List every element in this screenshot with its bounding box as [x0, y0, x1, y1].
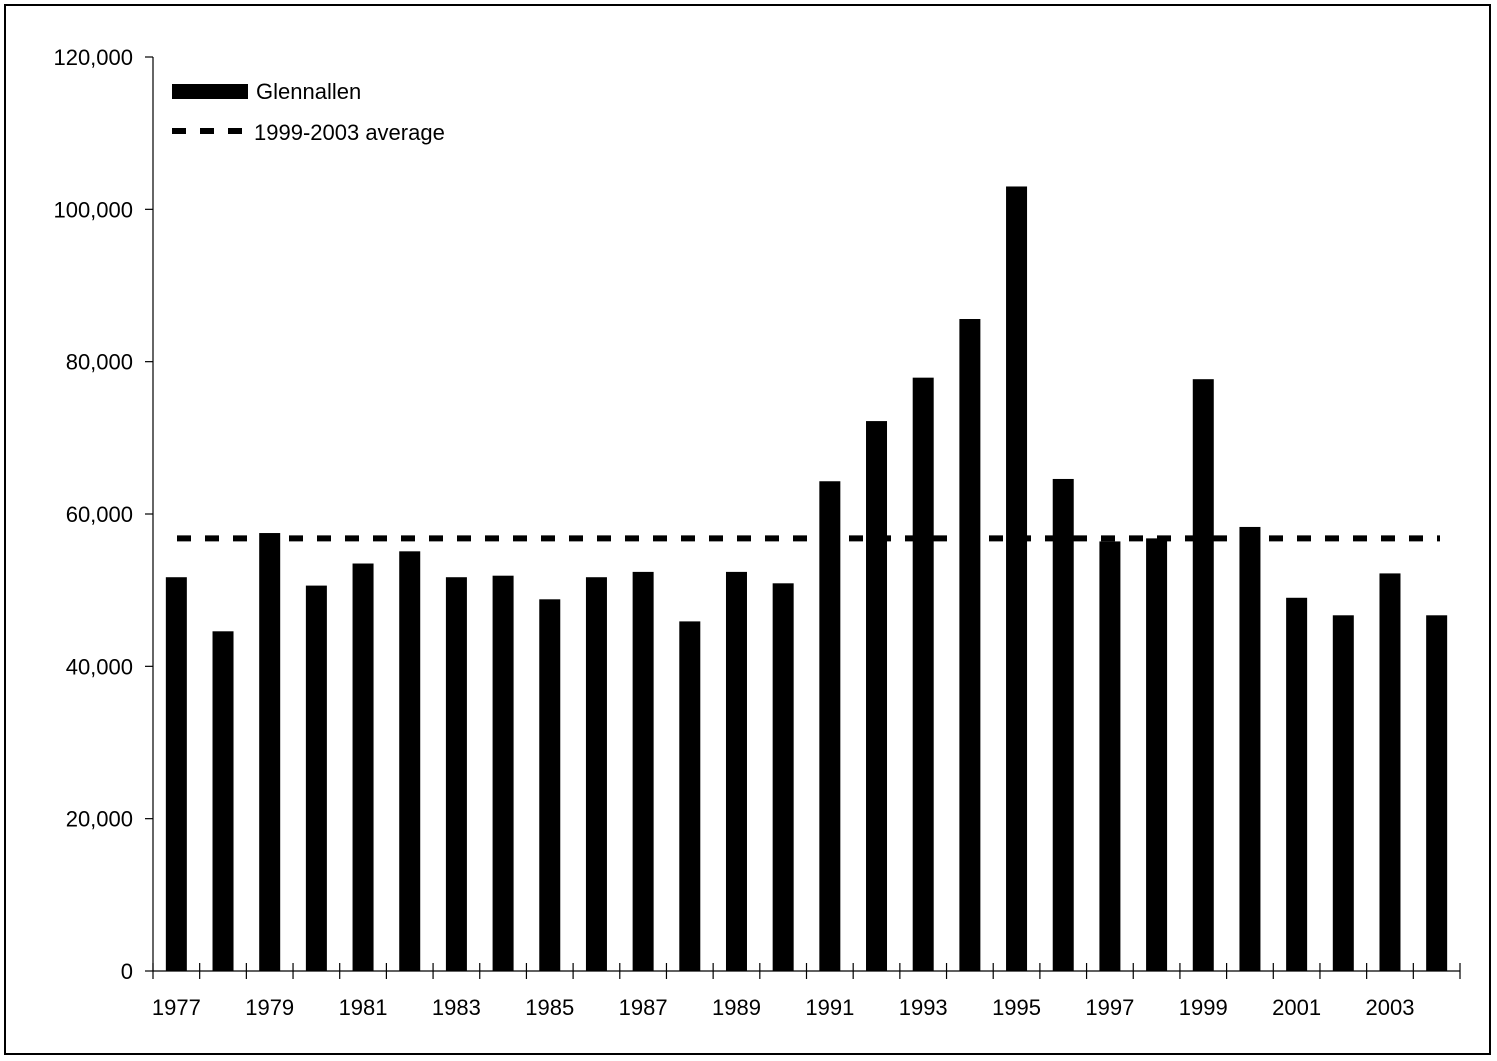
bar-1987: [632, 571, 654, 971]
bar-2001: [1286, 597, 1308, 971]
bar-1979: [259, 533, 281, 971]
x-axis-tick-label: 2001: [1272, 995, 1321, 1020]
x-axis-tick-label: 2003: [1366, 995, 1415, 1020]
x-axis-tick-label: 1987: [619, 995, 668, 1020]
bar-1981: [352, 563, 374, 971]
bar-1982: [399, 551, 421, 971]
axes-layer: [145, 56, 1461, 979]
bars-layer: [165, 186, 1448, 972]
y-axis-tick-label: 20,000: [66, 807, 133, 832]
bar-1983: [445, 577, 467, 971]
bar-1994: [959, 319, 981, 971]
legend-swatch-glennallen: [172, 84, 248, 99]
bar-1996: [1052, 478, 1074, 971]
bar-1984: [492, 575, 514, 971]
bar-2004: [1426, 615, 1448, 971]
x-axis-tick-label: 1979: [245, 995, 294, 1020]
bar-1999: [1192, 379, 1214, 971]
y-axis-tick-label: 100,000: [53, 197, 133, 222]
x-axis-tick-label: 1981: [339, 995, 388, 1020]
x-axis-tick-label: 1985: [525, 995, 574, 1020]
x-axis-tick-label: 1995: [992, 995, 1041, 1020]
x-axis-tick-label: 1977: [152, 995, 201, 1020]
bar-2003: [1379, 573, 1401, 971]
x-axis-tick-label: 1989: [712, 995, 761, 1020]
x-axis-tick-label: 1983: [432, 995, 481, 1020]
bar-1985: [539, 599, 561, 971]
bar-1989: [725, 571, 747, 971]
legend-label-glennallen: Glennallen: [256, 79, 361, 104]
y-axis-tick-label: 40,000: [66, 654, 133, 679]
bar-1991: [819, 481, 841, 971]
y-axis-tick-labels: 0 20,000 40,000 60,000 80,000 100,000 120,000: [53, 45, 133, 984]
y-axis-tick-label: 60,000: [66, 502, 133, 527]
bar-1997: [1099, 541, 1121, 971]
y-axis-tick-label: 0: [121, 959, 133, 984]
bar-1990: [772, 583, 794, 971]
y-axis-tick-label: 80,000: [66, 350, 133, 375]
bar-1978: [212, 631, 234, 971]
bar-2002: [1332, 615, 1354, 971]
y-axis-tick-label: 120,000: [53, 45, 133, 70]
x-axis-tick-label: 1991: [805, 995, 854, 1020]
bar-1992: [866, 421, 888, 972]
bar-1998: [1146, 538, 1168, 971]
bar-1977: [165, 577, 187, 971]
bar-1995: [1006, 186, 1028, 972]
bar-1986: [585, 577, 607, 971]
x-axis-tick-label: 1993: [899, 995, 948, 1020]
x-axis-tick-label: 1997: [1085, 995, 1134, 1020]
legend-label-average: 1999-2003 average: [254, 120, 445, 145]
legend: Glennallen 1999-2003 average: [172, 79, 445, 145]
x-axis-tick-label: 1999: [1179, 995, 1228, 1020]
bar-1988: [679, 621, 701, 971]
bar-1993: [912, 377, 934, 971]
x-axis-tick-labels: 1977 1979 1981 1983 1985 1987 1989 1991 1993 1995…: [152, 995, 1415, 1020]
bar-1980: [305, 585, 327, 971]
bar-2000: [1239, 526, 1261, 971]
